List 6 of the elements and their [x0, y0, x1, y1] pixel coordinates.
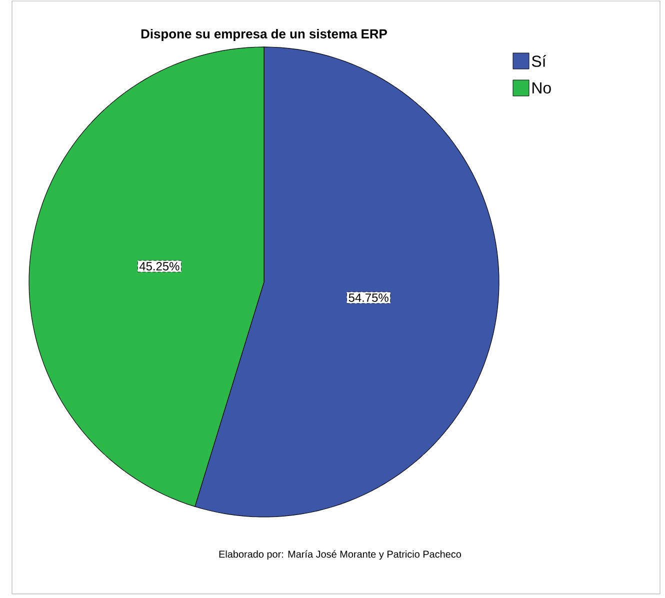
- text: Elaborado por: María José Morante y Patricio Pacheco: [219, 550, 462, 560]
- chart-title: Dispone su empresa de un sistema ERP: [141, 28, 387, 42]
- legend-label: No: [532, 82, 551, 94]
- data-label: 45.25%: [139, 262, 180, 270]
- legend-label: Sí: [532, 55, 546, 67]
- data-label: 54.75%: [348, 293, 388, 302]
